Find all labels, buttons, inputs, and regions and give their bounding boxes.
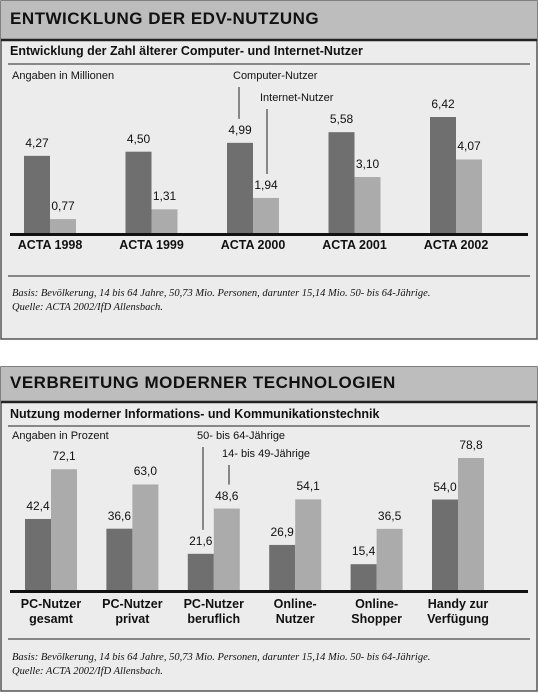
category-label: PC-Nutzer gesamt <box>20 597 82 626</box>
category-label: ACTA 2000 <box>220 238 286 252</box>
bar <box>253 197 279 233</box>
bar <box>25 518 51 590</box>
value-label: 78,8 <box>459 438 483 452</box>
category-label: ACTA 1999 <box>119 238 184 252</box>
bar <box>24 155 50 233</box>
bar <box>125 151 152 233</box>
bar <box>51 469 77 590</box>
value-label: 6,42 <box>431 97 455 111</box>
bar <box>227 142 253 233</box>
chart-subtitle: Nutzung moderner Informations- und Kommu… <box>10 407 380 421</box>
category-label: ACTA 1998 <box>17 238 83 252</box>
category-label: PC-Nutzer privat <box>102 597 163 626</box>
value-label: 42,4 <box>26 498 50 513</box>
value-label: 5,58 <box>329 112 354 127</box>
footnote: Basis: Bevölkerung, 14 bis 64 Jahre, 50,… <box>12 652 431 663</box>
value-label: 48,6 <box>215 488 239 503</box>
value-label: 36,5 <box>377 508 402 523</box>
value-label: 63,0 <box>133 464 158 479</box>
value-label: 0,77 <box>51 199 75 214</box>
legend-label: Internet-Nutzer <box>260 92 334 104</box>
legend-label: 14- bis 49-Jährige <box>222 448 311 460</box>
value-label: 21,6 <box>189 533 213 548</box>
footnote: Quelle: ACTA 2002/IfD Allensbach. <box>12 302 163 313</box>
title-band <box>1 367 537 402</box>
category-label: Online-Nutzer <box>273 597 317 626</box>
bar <box>376 528 403 590</box>
bar <box>430 117 456 233</box>
value-label: 4,27 <box>25 135 49 150</box>
category-label: ACTA 2002 <box>423 238 489 252</box>
value-label: 4,50 <box>126 131 151 146</box>
legend-label: 50- bis 64-Jährige <box>197 430 286 442</box>
value-label: 3,10 <box>355 156 380 171</box>
bar <box>432 499 458 590</box>
value-label: 1,94 <box>254 177 278 192</box>
chart-title: VERBREITUNG MODERNER TECHNOLOGIEN <box>10 373 396 392</box>
baseline <box>10 233 528 236</box>
unit-label: Angaben in Prozent <box>12 430 109 442</box>
chart-subtitle: Entwicklung der Zahl älterer Computer- u… <box>10 44 363 58</box>
bar <box>132 484 159 590</box>
value-label: 72,1 <box>52 449 76 464</box>
baseline <box>10 590 528 593</box>
bar <box>354 176 381 233</box>
title-band <box>1 1 537 40</box>
category-label: ACTA 2001 <box>322 238 387 252</box>
value-label: 15,4 <box>351 544 376 559</box>
legend-label: Computer-Nutzer <box>233 70 318 82</box>
bar <box>269 544 296 590</box>
bar <box>50 219 76 233</box>
value-label: 4,99 <box>228 122 252 137</box>
bar <box>458 458 484 590</box>
value-label: 26,9 <box>270 524 294 539</box>
footnote: Quelle: ACTA 2002/IfD Allensbach. <box>12 666 163 677</box>
bar <box>350 564 377 590</box>
value-label: 54,0 <box>433 479 457 494</box>
value-label: 54,1 <box>296 479 320 494</box>
bar <box>213 508 240 590</box>
bar <box>328 132 355 233</box>
bar <box>106 528 133 590</box>
footnote: Basis: Bevölkerung, 14 bis 64 Jahre, 50,… <box>12 288 431 299</box>
value-label: 1,31 <box>152 189 177 204</box>
bar <box>151 209 178 233</box>
bar <box>456 159 482 233</box>
bar <box>295 499 322 590</box>
bar <box>187 553 214 590</box>
category-label: Handy zur Verfügung <box>427 597 489 626</box>
category-label: PC-Nutzer beruflich <box>183 597 244 626</box>
value-label: 36,6 <box>107 508 132 523</box>
value-label: 4,07 <box>457 139 481 154</box>
unit-label: Angaben in Millionen <box>12 70 115 82</box>
chart-title: ENTWICKLUNG DER EDV-NUTZUNG <box>10 9 320 28</box>
category-label: Online-Shopper <box>351 597 402 626</box>
